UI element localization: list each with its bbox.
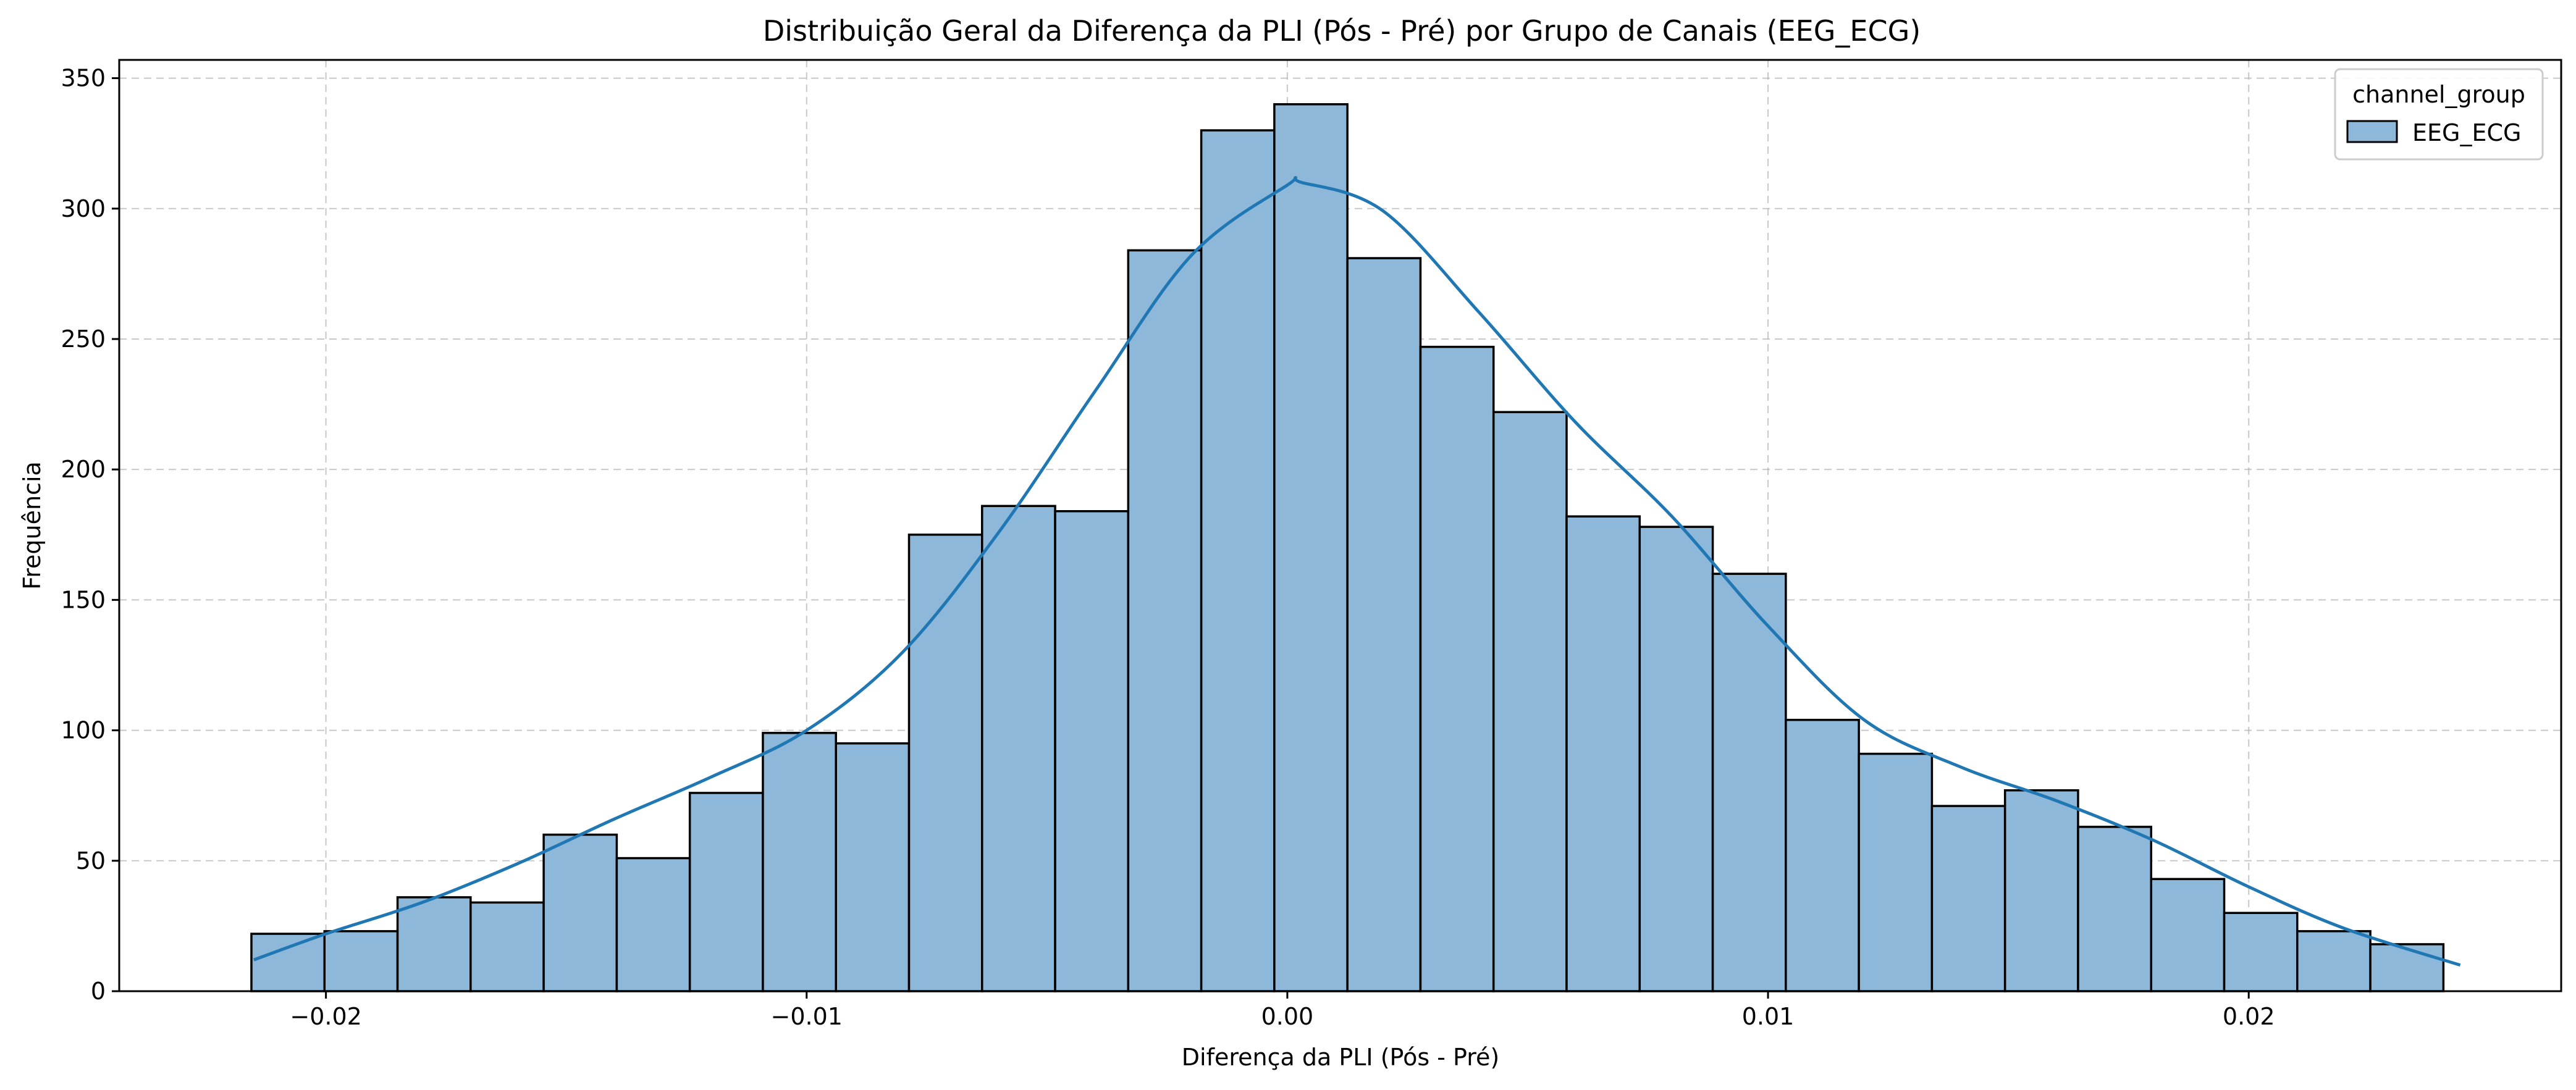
histogram-bar (1711, 572, 1787, 992)
x-axis-ticks: −0.02 −0.01 0.00 0.01 0.02 (290, 991, 2275, 1030)
y-tick-label: 250 (61, 325, 106, 353)
y-tick-label: 350 (61, 65, 106, 92)
y-tick-label: 200 (61, 456, 106, 483)
y-tick-label: 50 (76, 847, 106, 874)
legend: channel_group EEG_ECG (2334, 68, 2544, 161)
x-tick-label: 0.00 (1261, 1003, 1314, 1030)
histogram-bar (762, 732, 837, 992)
y-axis-ticks: 0 50 100 150 200 250 300 350 (61, 65, 119, 1005)
kde-curve (253, 176, 2461, 967)
y-tick-label: 0 (91, 978, 106, 1005)
histogram-bar (542, 833, 618, 992)
plot-frame (118, 59, 2562, 992)
histogram-bar (250, 933, 326, 992)
chart-title: Distribuição Geral da Diferença da PLI (… (763, 14, 1921, 48)
histogram-bar (835, 742, 911, 992)
histogram-bar (688, 792, 764, 992)
x-tick-label: −0.02 (290, 1003, 361, 1030)
x-tick-label: −0.01 (771, 1003, 843, 1030)
histogram-bar (2003, 789, 2079, 992)
legend-entry-label: EEG_ECG (2412, 119, 2521, 146)
y-tick-label: 300 (61, 195, 106, 222)
histogram-bar (1930, 805, 2006, 992)
histogram-bar (615, 857, 691, 992)
y-tick-label: 100 (61, 717, 106, 744)
histogram-bar (1419, 345, 1495, 992)
histogram-bar (1054, 510, 1130, 992)
histogram-bar (1492, 411, 1568, 992)
histogram-bar (2369, 943, 2445, 992)
histogram-bar (981, 505, 1056, 992)
x-axis-label: Diferença da PLI (Pós - Pré) (1182, 1044, 1499, 1071)
legend-swatch (2346, 120, 2398, 143)
y-axis-label: Frequência (19, 461, 46, 590)
x-tick-label: 0.01 (1742, 1003, 1795, 1030)
histogram-bars (250, 103, 2445, 992)
x-tick-label: 0.02 (2223, 1003, 2275, 1030)
histogram-bar (1200, 129, 1276, 992)
histogram-bar (1346, 257, 1422, 992)
histogram-bar (2296, 930, 2372, 992)
histogram-bar (396, 896, 472, 992)
histogram-bar (1565, 515, 1641, 992)
y-tick-label: 150 (61, 586, 106, 613)
histogram-bar (2077, 826, 2152, 992)
histogram-bar (1638, 526, 1714, 992)
histogram-bar (2223, 912, 2299, 992)
histogram-bar (1785, 718, 1860, 992)
legend-title: channel_group (2352, 81, 2525, 108)
histogram-bar (2150, 878, 2226, 992)
histogram-bar (1127, 249, 1203, 992)
histogram-bar (1858, 752, 1934, 992)
histogram-bar (1273, 103, 1349, 992)
histogram-bar (323, 930, 399, 992)
histogram-bar (469, 901, 545, 992)
